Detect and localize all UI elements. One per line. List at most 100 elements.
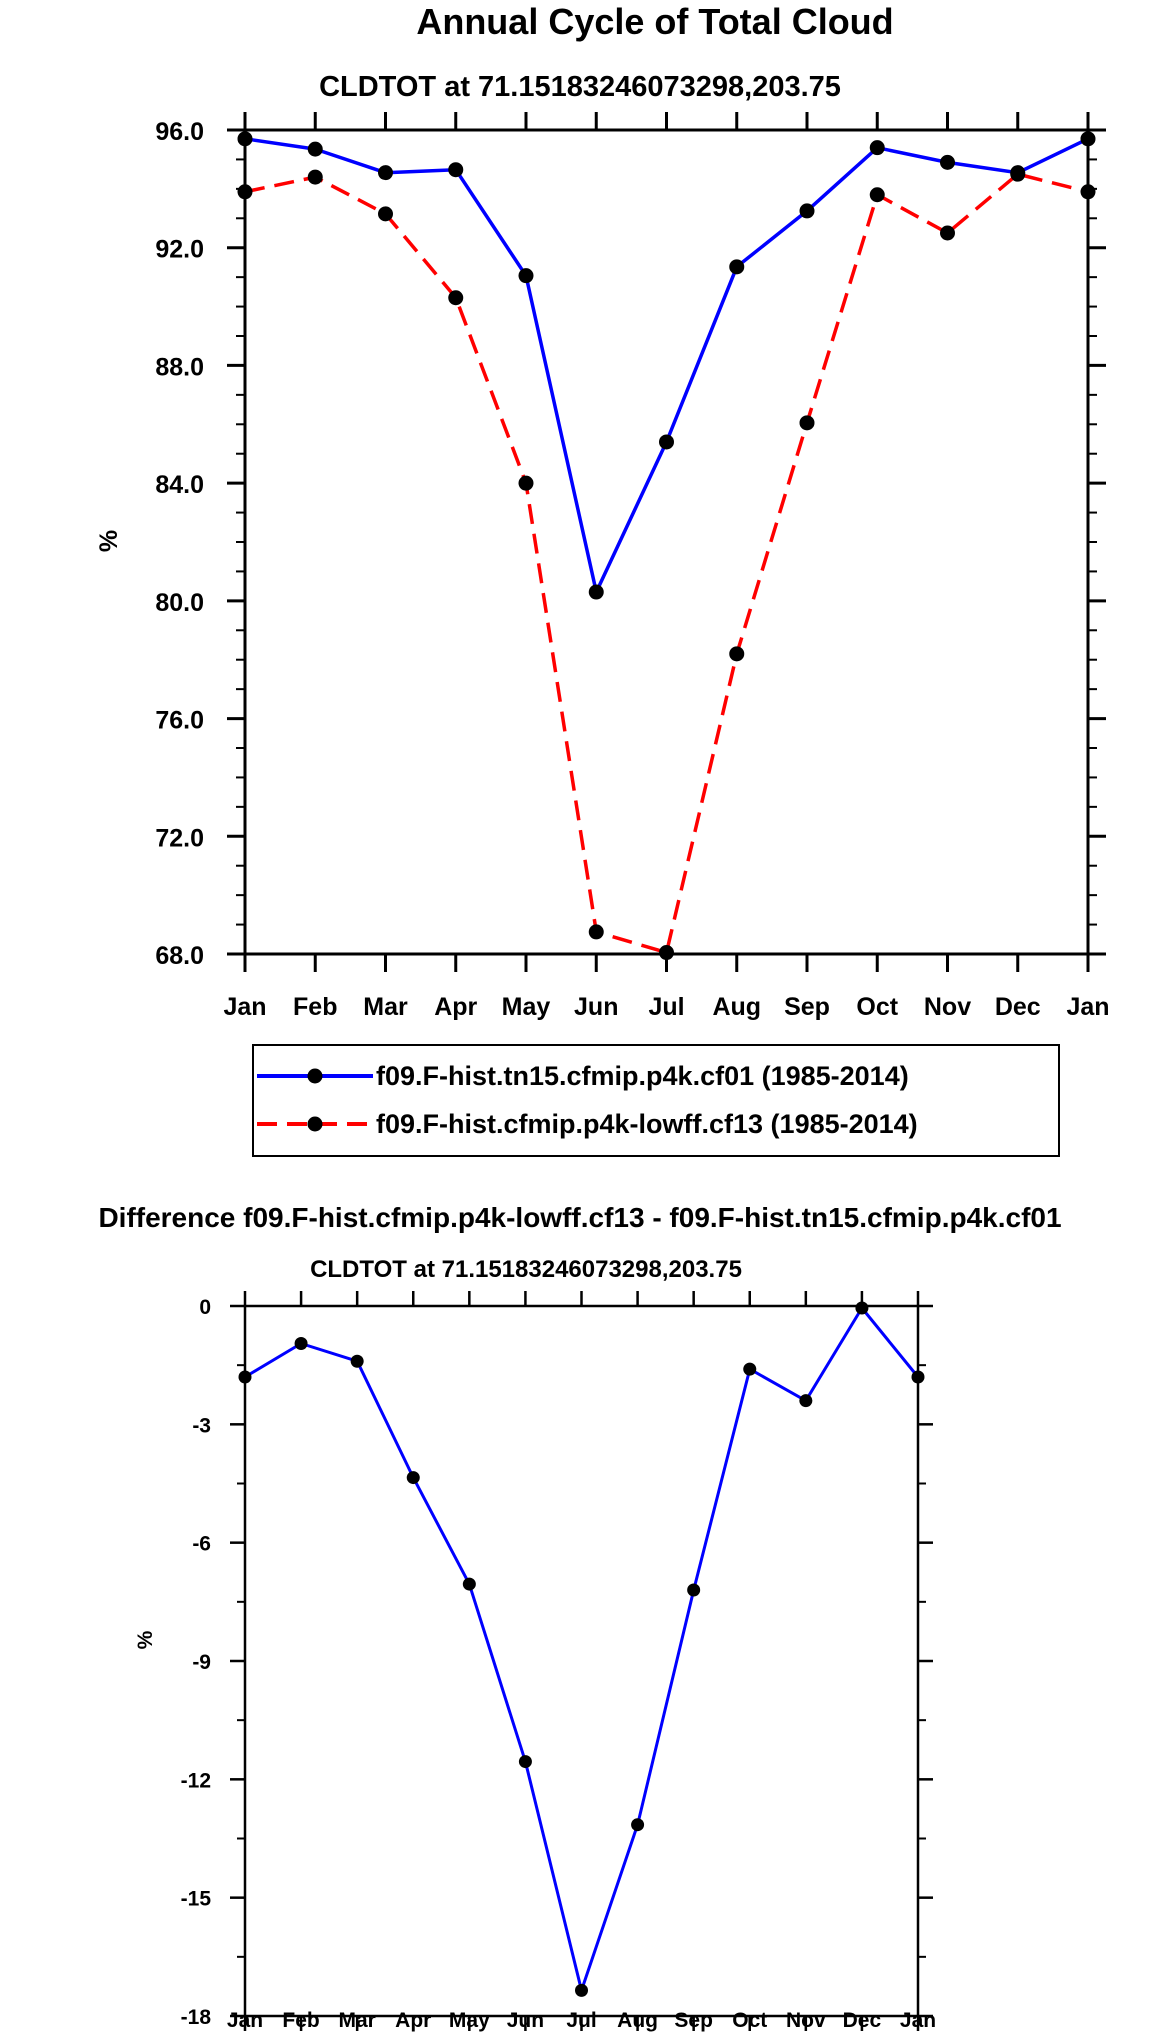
chart-2: Difference f09.F-hist.cfmip.p4k-lowff.cf… <box>98 1202 1061 2032</box>
chart-2-series-1-point <box>518 1755 532 1769</box>
chart-2-series <box>238 1301 925 1997</box>
chart-1-series-1-point <box>237 131 253 147</box>
chart-2-axes <box>230 1291 933 2031</box>
chart-1-x-tick-label: Jul <box>648 993 684 1021</box>
chart-2-x-tick-label: Aug <box>617 2009 658 2032</box>
chart-1-series-2-point <box>307 169 323 185</box>
chart-1-plot-frame <box>243 128 1090 956</box>
chart-1-y-tick-label: 68.0 <box>155 942 204 970</box>
chart-1-y-tick-label: 88.0 <box>155 353 204 381</box>
chart-1-x-tick-label: Jun <box>574 993 618 1021</box>
chart-1-series-2-point <box>378 206 393 222</box>
chart-1-x-tick-label: Oct <box>856 993 898 1021</box>
chart-2-x-tick-label: Sep <box>674 2009 713 2032</box>
chart-2-x-tick-label: Oct <box>732 2009 767 2032</box>
chart-1-y-tick-label: 76.0 <box>155 707 204 735</box>
chart-1-y-tick-label: 92.0 <box>155 236 204 264</box>
chart-1-y-tick-label: 96.0 <box>155 118 204 146</box>
chart-1-series-1-point <box>588 584 604 600</box>
chart-2-series-1-point <box>238 1370 252 1384</box>
chart-1-subtitle: CLDTOT at 71.15183246073298,203.75 <box>319 71 841 103</box>
chart-1-x-tick-label: Jan <box>1066 993 1109 1021</box>
chart-1-series-2-point <box>448 290 464 306</box>
chart-2-x-tick-label: Mar <box>338 2009 375 2032</box>
chart-2-y-tick-label: -18 <box>181 2006 212 2029</box>
chart-1-series-1-point <box>799 203 815 219</box>
chart-1-series-1-point <box>940 154 955 170</box>
chart-2-y-tick-label: -12 <box>181 1769 211 1792</box>
chart-2-x-tick-label: Apr <box>395 2009 431 2032</box>
chart-2-x-tick-label: Jun <box>507 2009 544 2032</box>
chart-1-series-2-point <box>237 184 253 200</box>
chart-1-series-2-point <box>659 945 674 961</box>
chart-1-x-tick-label: Aug <box>712 993 761 1021</box>
chart-1-series-1-point <box>378 165 393 181</box>
chart-2-y-tick-label: -6 <box>192 1533 211 1556</box>
chart-2-series-1-point <box>911 1370 925 1384</box>
chart-2-y-axis-label: % <box>134 1630 157 1649</box>
legend-marker-series-2 <box>307 1116 323 1132</box>
legend-label-series-1: f09.F-hist.tn15.cfmip.p4k.cf01 (1985-201… <box>376 1061 909 1091</box>
chart-1-x-tick-label: Jan <box>223 993 266 1021</box>
chart-2-x-tick-label: Jan <box>227 2009 263 2032</box>
chart-2-x-tick-label: Dec <box>843 2009 882 2032</box>
chart-1-tick-labels: 96.0 92.0 88.0 84.0 80.0 76.0 72.0 68.0 Jan Feb Ma… <box>155 118 1109 1021</box>
chart-2-y-tick-label: -9 <box>192 1651 211 1674</box>
chart-2-series-1-line <box>244 1306 920 1992</box>
chart-1-series-1-point <box>869 140 885 156</box>
chart-1-series-2-line <box>244 172 1089 955</box>
chart-1-y-axis-label: % <box>95 530 123 552</box>
chart-1: Annual Cycle of Total Cloud CLDTOT at 71… <box>95 1 1110 1157</box>
chart-1-title: Annual Cycle of Total Cloud <box>416 1 893 42</box>
chart-1-series-2-point <box>799 415 815 431</box>
chart-2-series-1-point <box>575 1983 588 1997</box>
chart-2-x-tick-label: Jan <box>900 2009 936 2032</box>
chart-1-series-1-point <box>518 268 534 284</box>
chart-1-series <box>237 131 1096 961</box>
chart-2-series-1-point <box>350 1354 364 1368</box>
chart-2-series-1-point <box>294 1336 308 1350</box>
legend-box <box>252 1044 1060 1157</box>
chart-2-y-tick-label: 0 <box>199 1296 211 1319</box>
chart-1-x-tick-label: Sep <box>784 993 830 1021</box>
chart-2-series-1-point <box>743 1362 757 1376</box>
chart-1-x-tick-label: Dec <box>995 993 1041 1021</box>
chart-2-x-tick-label: Feb <box>282 2009 319 2032</box>
chart-1-series-2-point <box>588 924 604 940</box>
chart-1-axes <box>227 112 1106 972</box>
legend-label-series-2: f09.F-hist.cfmip.p4k-lowff.cf13 (1985-20… <box>376 1109 918 1139</box>
chart-1-x-tick-label: Feb <box>293 993 337 1021</box>
chart-1-series-1-point <box>307 141 323 157</box>
chart-1-series-1-point <box>729 259 745 275</box>
chart-1-series-2-point <box>518 475 534 491</box>
chart-2-y-tick-label: -15 <box>181 1888 212 1911</box>
chart-1-series-1-point <box>1080 131 1096 147</box>
chart-2-series-1-point <box>462 1577 476 1591</box>
chart-2-series-1-point <box>406 1471 420 1485</box>
chart-1-series-1-point <box>448 162 464 178</box>
chart-1-x-tick-label: Mar <box>363 993 408 1021</box>
chart-2-subtitle: CLDTOT at 71.15183246073298,203.75 <box>310 1256 742 1283</box>
chart-1-y-tick-label: 80.0 <box>155 589 204 617</box>
chart-2-tick-labels: 0 -3 -6 -9 -12 -15 -18 Jan Feb Mar Apr May Jun Jul Aug… <box>181 1296 936 2032</box>
chart-1-series-2-point <box>729 646 745 662</box>
chart-1-y-tick-label: 84.0 <box>155 471 204 499</box>
chart-1-y-tick-label: 72.0 <box>155 824 204 852</box>
chart-1-x-tick-label: May <box>502 993 551 1021</box>
chart-2-series-1-point <box>687 1583 701 1597</box>
chart-2-title: Difference f09.F-hist.cfmip.p4k-lowff.cf… <box>98 1202 1061 1233</box>
chart-2-series-1-point <box>855 1301 869 1315</box>
chart-2-series-1-point <box>799 1394 813 1408</box>
chart-2-plot-frame <box>243 1304 920 2018</box>
chart-2-y-tick-label: -3 <box>192 1414 211 1437</box>
chart-1-x-tick-label: Apr <box>434 993 477 1021</box>
chart-1-series-1-point <box>659 434 674 450</box>
chart-2-series-1-point <box>631 1818 645 1832</box>
legend-marker-series-1 <box>307 1068 323 1084</box>
chart-1-legend: f09.F-hist.tn15.cfmip.p4k.cf01 (1985-201… <box>252 1044 1060 1157</box>
chart-1-series-2-point <box>1010 166 1026 182</box>
chart-2-x-tick-label: May <box>449 2009 490 2032</box>
chart-1-series-2-point <box>940 225 955 241</box>
chart-1-x-tick-label: Nov <box>924 993 971 1021</box>
